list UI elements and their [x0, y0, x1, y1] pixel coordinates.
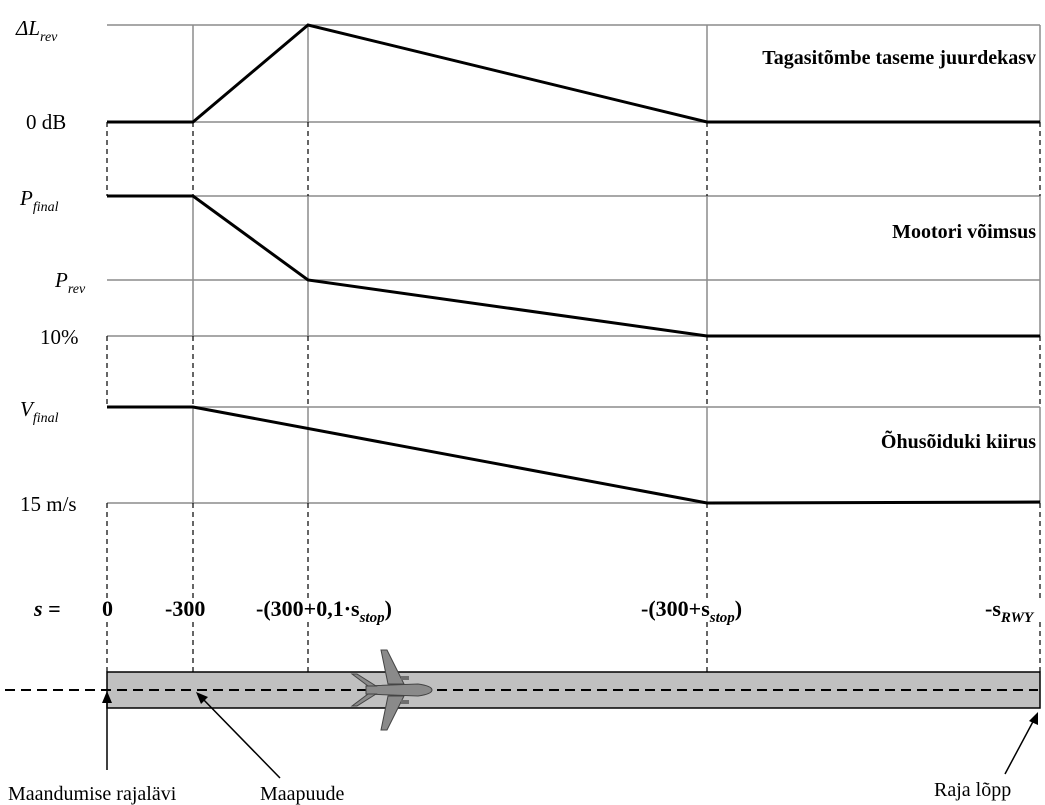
reverse-level-curve	[107, 23, 1040, 124]
runway	[5, 671, 1041, 709]
aircraft-speed-top-label: Vfinal	[20, 397, 59, 426]
runway-end-label: Raja lõpp	[934, 779, 1011, 801]
threshold-arrowhead	[102, 691, 112, 703]
distance-tick-2: -(300+0,1·sstop)	[256, 596, 392, 626]
runway-end-arrow	[1004, 715, 1037, 775]
engine-power-curve	[107, 194, 1040, 338]
touchdown-arrowhead	[196, 692, 208, 704]
touchdown-label: Maapuude	[260, 783, 345, 805]
aircraft-speed-title: Õhusõiduki kiirus	[881, 429, 1036, 453]
distance-tick-0: 0	[102, 596, 113, 621]
annotation-arrows	[102, 691, 1038, 779]
engine-power-mid-label: Prev	[54, 268, 86, 297]
distance-tick-4: -sRWY	[985, 596, 1035, 626]
distance-axis-prefix: s =	[33, 596, 61, 621]
aircraft-speed-panel	[107, 405, 1041, 505]
reverse-level-top-label: ΔLrev	[15, 16, 58, 45]
distance-axis: s = 0 -300 -(300+0,1·sstop) -(300+sstop)…	[33, 596, 1035, 626]
runway-end-arrowhead	[1029, 712, 1038, 725]
engine-power-title: Mootori võimsus	[892, 221, 1036, 243]
touchdown-arrow	[199, 695, 281, 779]
projection-lines	[106, 122, 1041, 672]
engine-power-top-label: Pfinal	[19, 186, 59, 215]
reverse-level-title: Tagasitõmbe taseme juurdekasv	[762, 47, 1036, 69]
distance-tick-3: -(300+sstop)	[641, 596, 742, 626]
reverse-level-panel	[107, 23, 1041, 124]
threshold-label: Maandumise rajalävi	[8, 783, 177, 805]
aircraft-icon	[350, 649, 433, 731]
reverse-level-bottom-label: 0 dB	[26, 110, 66, 134]
distance-tick-1: -300	[165, 596, 205, 621]
engine-power-bottom-label: 10%	[40, 325, 79, 349]
aircraft-speed-curve	[107, 405, 1041, 505]
aircraft-speed-bottom-label: 15 m/s	[20, 492, 77, 516]
engine-power-panel	[107, 194, 1041, 338]
